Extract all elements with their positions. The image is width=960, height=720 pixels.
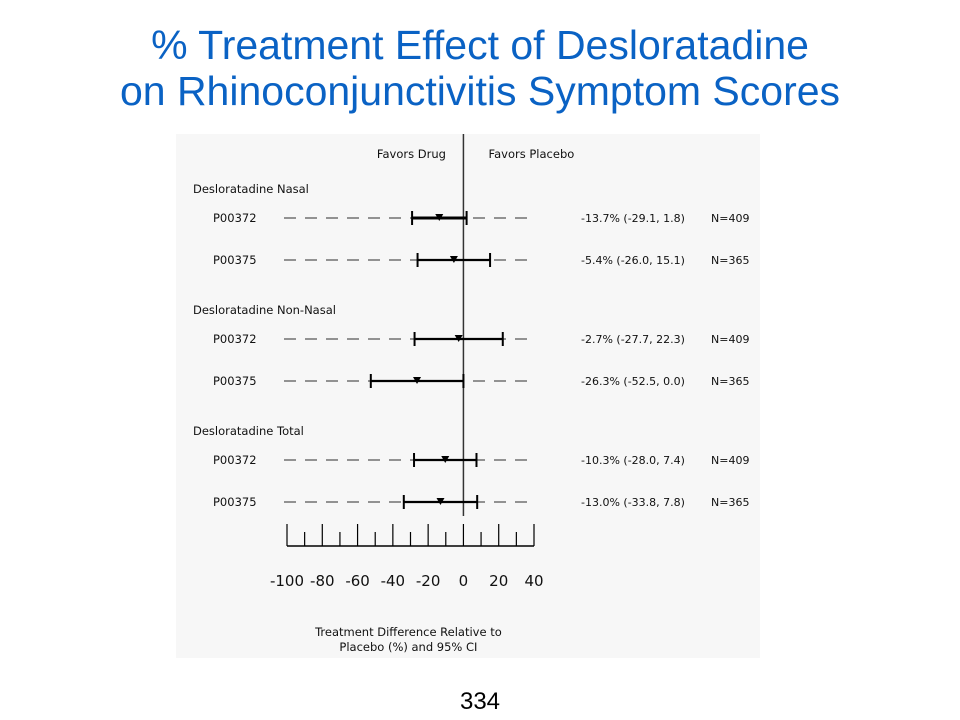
sample-size-text: N=365 <box>711 254 749 267</box>
point-estimate-marker <box>454 335 463 342</box>
point-estimate-marker <box>441 456 450 463</box>
study-label: P00375 <box>213 495 257 509</box>
sample-size-text: N=409 <box>711 333 749 346</box>
favors-drug-label: Favors Drug <box>377 147 446 161</box>
point-estimate-marker <box>449 256 458 263</box>
study-label: P00375 <box>213 253 257 267</box>
x-tick-label: 0 <box>459 572 469 590</box>
group-label: Desloratadine Nasal <box>193 182 309 196</box>
slide-title: % Treatment Effect of Desloratadine on R… <box>0 22 960 114</box>
point-estimate-marker <box>436 498 445 505</box>
favors-placebo-label: Favors Placebo <box>489 147 575 161</box>
estimate-text: -26.3% (-52.5, 0.0) <box>581 375 685 388</box>
x-tick-label: -20 <box>416 572 441 590</box>
group-label: Desloratadine Non-Nasal <box>193 303 336 317</box>
group-label: Desloratadine Total <box>193 424 304 438</box>
estimate-text: -13.7% (-29.1, 1.8) <box>581 212 685 225</box>
x-tick-label: -100 <box>270 572 304 590</box>
estimate-text: -10.3% (-28.0, 7.4) <box>581 454 685 467</box>
study-label: P00372 <box>213 332 257 346</box>
study-label: P00375 <box>213 374 257 388</box>
point-estimate-marker <box>413 377 422 384</box>
x-tick-label: -60 <box>345 572 370 590</box>
slide-title-line-2: on Rhinoconjunctivitis Symptom Scores <box>119 68 841 114</box>
sample-size-text: N=365 <box>711 375 749 388</box>
sample-size-text: N=365 <box>711 496 749 509</box>
x-tick-label: -80 <box>310 572 335 590</box>
slide-title-line-1: % Treatment Effect of Desloratadine <box>151 22 809 68</box>
forest-plot: Favors Drug Favors Placebo Desloratadine N… <box>193 134 749 654</box>
study-label: P00372 <box>213 453 257 467</box>
x-axis-title-line-1: Treatment Difference Relative to <box>314 625 502 639</box>
study-label: P00372 <box>213 211 257 225</box>
point-estimate-marker <box>435 214 444 221</box>
sample-size-text: N=409 <box>711 454 749 467</box>
x-tick-label: 20 <box>489 572 508 590</box>
x-tick-label: 40 <box>524 572 543 590</box>
x-axis-title-line-2: Placebo (%) and 95% CI <box>339 640 477 654</box>
page-number: 334 <box>459 688 501 715</box>
estimate-text: -5.4% (-26.0, 15.1) <box>581 254 685 267</box>
estimate-text: -13.0% (-33.8, 7.8) <box>581 496 685 509</box>
estimate-text: -2.7% (-27.7, 22.3) <box>581 333 685 346</box>
sample-size-text: N=409 <box>711 212 749 225</box>
forest-plot-panel: Favors Drug Favors Placebo Desloratadine N… <box>176 134 760 658</box>
x-tick-label: -40 <box>381 572 406 590</box>
